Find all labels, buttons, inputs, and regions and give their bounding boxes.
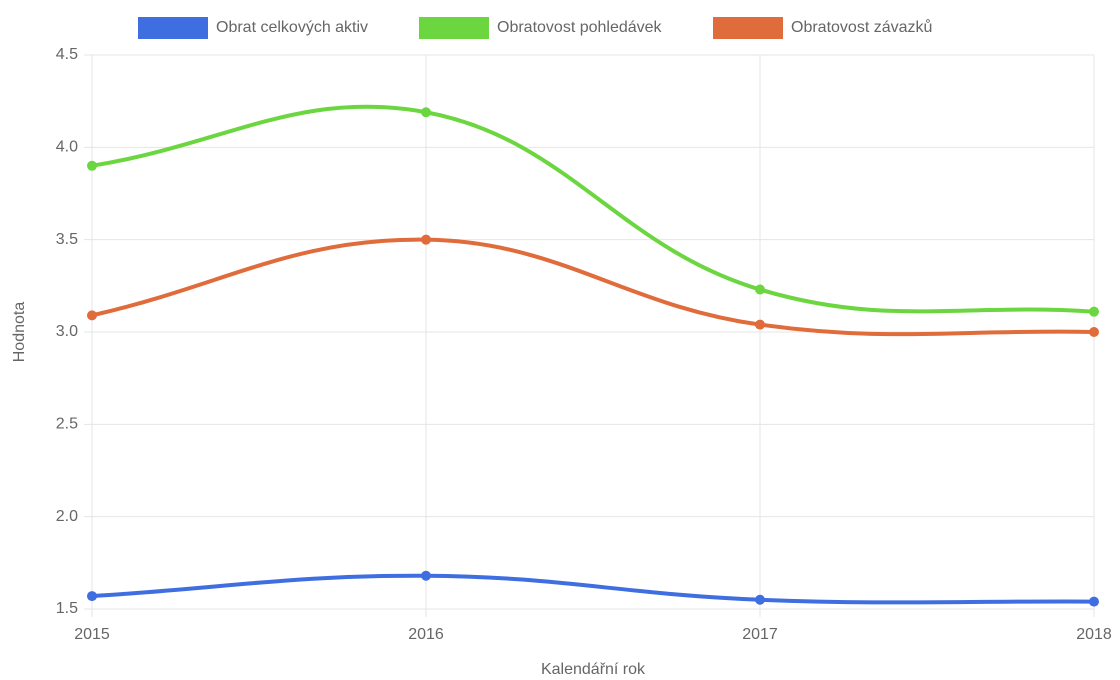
data-point (755, 319, 765, 330)
y-tick-label: 1.5 (56, 600, 78, 617)
x-axis-title: Kalendářní rok (541, 661, 646, 678)
data-point (755, 594, 765, 605)
y-axis-title: Hodnota (11, 302, 28, 363)
y-tick-label: 3.5 (56, 231, 78, 248)
series-line (91, 573, 1095, 605)
legend-label: Obrat celkových aktiv (216, 19, 368, 36)
data-point (755, 284, 765, 295)
data-point (1089, 327, 1099, 337)
data-point (87, 160, 97, 171)
data-point (1089, 596, 1099, 607)
series-line (91, 237, 1095, 337)
legend-swatch (419, 17, 489, 39)
legend-swatch (138, 17, 208, 39)
x-tick-label: 2016 (408, 626, 444, 643)
legend-label: Obratovost závazků (791, 18, 932, 36)
series-line (91, 104, 1095, 314)
x-tick-label: 2018 (1076, 626, 1112, 643)
legend-label: Obratovost pohledávek (497, 19, 663, 36)
data-point (1089, 306, 1099, 317)
legend-swatch (713, 17, 783, 39)
x-tick-label: 2017 (742, 626, 778, 643)
y-tick-label: 3.0 (56, 323, 78, 340)
data-point (421, 107, 431, 118)
data-point (87, 310, 97, 321)
y-tick-label: 2.5 (56, 416, 78, 433)
data-point (421, 570, 431, 581)
y-tick-label: 4.5 (56, 46, 78, 63)
y-tick-label: 2.0 (56, 508, 78, 525)
x-tick-label: 2015 (74, 626, 110, 643)
data-point (421, 234, 431, 245)
data-point (87, 591, 97, 602)
y-tick-label: 4.0 (56, 139, 78, 156)
